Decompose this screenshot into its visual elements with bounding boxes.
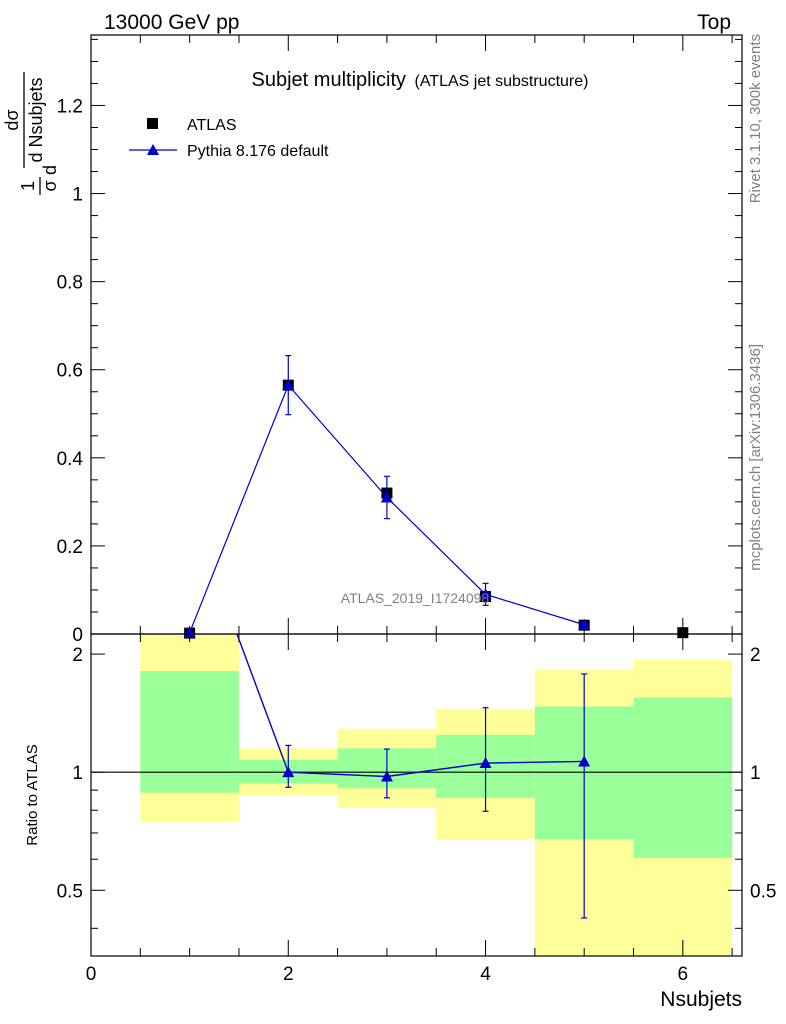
upper-plot: 0 0.2 0.4 0.6 0.8 1 1.2 <box>57 34 743 646</box>
ratio-point-2 <box>479 757 492 769</box>
svg-text:d: d <box>40 165 60 175</box>
upper-ytick-label-3: 0.6 <box>57 361 83 382</box>
legend-marker-atlas <box>147 118 158 129</box>
lower-y-axis-label: Ratio to ATLAS <box>24 744 41 845</box>
lower-ytick-label-left-0: 0.5 <box>57 881 83 902</box>
ratio-point-3 <box>578 755 591 767</box>
legend-marker-pythia <box>147 144 159 155</box>
lower-ytick-label-right-0: 0.5 <box>750 881 776 902</box>
lower-ytick-label-right-2: 2 <box>750 645 761 666</box>
legend-label-atlas: ATLAS <box>187 117 237 134</box>
lower-ytick-label-left-2: 2 <box>72 645 83 666</box>
plot-title: Subjet multiplicity (ATLAS jet substruct… <box>252 69 589 91</box>
pythia-point-0 <box>183 626 196 638</box>
upper-ytick-label-6: 1.2 <box>57 96 83 117</box>
analysis-label: ATLAS_2019_I1724098 <box>341 590 490 606</box>
band-inner-0 <box>140 671 239 793</box>
ratio-bands <box>140 634 733 956</box>
rivet-label: Rivet 3.1.10, 300k events <box>747 34 764 203</box>
upper-ytick-label-0: 0 <box>72 625 83 646</box>
pythia-point-2 <box>380 491 393 503</box>
plot-title-main: Subjet multiplicity <box>252 69 407 91</box>
ylabel-num: dσ <box>2 109 22 130</box>
process-label: Top <box>697 11 731 34</box>
ylabel-prefix-den: σ <box>40 180 60 191</box>
energy-label: 13000 GeV pp <box>104 11 239 34</box>
xtick-label-3: 6 <box>678 964 689 985</box>
xtick-label-1: 2 <box>283 964 294 985</box>
lower-ytick-label-right-1: 1 <box>750 763 761 784</box>
ylabel-prefix-num: 1 <box>18 181 38 191</box>
upper-ytick-label-1: 0.2 <box>57 537 83 558</box>
ratio-point-0 <box>282 766 295 778</box>
plot-title-sub: (ATLAS jet substructure) <box>414 73 588 90</box>
upper-ytick-label-2: 0.4 <box>57 449 84 470</box>
atlas-point-5 <box>677 627 689 639</box>
upper-y-axis-label: 1 σ d dσ d Nsubjets <box>2 72 60 195</box>
pythia-point-4 <box>578 618 591 630</box>
upper-ytick-label-5: 1 <box>72 185 83 206</box>
ylabel-den: d Nsubjets <box>26 77 46 162</box>
legend-label-pythia: Pythia 8.176 default <box>187 143 329 160</box>
xtick-label-0: 0 <box>86 964 97 985</box>
legend: ATLAS Pythia 8.176 default <box>129 117 329 160</box>
lower-frame <box>90 633 743 957</box>
x-axis-label: Nsubjets <box>660 988 742 1011</box>
xtick-label-2: 4 <box>480 964 491 985</box>
ratio-point-1 <box>380 770 393 782</box>
mcplots-label: mcplots.cern.ch [arXiv:1306.3436] <box>747 344 764 571</box>
pythia-point-3 <box>479 588 492 600</box>
lower-plot: 0 2 4 6 0.5 0.5 1 1 2 2 <box>57 633 776 985</box>
pythia-point-1 <box>282 379 295 391</box>
lower-ytick-label-left-1: 1 <box>72 763 83 784</box>
upper-ytick-label-4: 0.8 <box>57 273 83 294</box>
band-inner-5 <box>633 697 733 858</box>
